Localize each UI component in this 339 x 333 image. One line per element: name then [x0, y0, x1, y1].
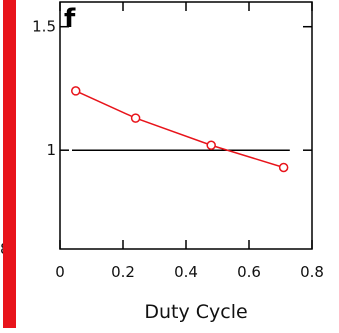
- y-tick-label: 1: [46, 141, 56, 159]
- series-line: [75, 90, 284, 169]
- data-point: [206, 140, 216, 151]
- data-point: [130, 113, 141, 123]
- x-tick-label: 0: [55, 263, 65, 281]
- x-tick-label: 0.4: [174, 263, 198, 281]
- x-tick-label: 0.8: [300, 263, 324, 281]
- x-tick-label: 0.6: [237, 263, 261, 281]
- x-axis-label: Duty Cycle: [144, 301, 247, 323]
- y-tick-label: 1.5: [32, 18, 56, 36]
- red-edge-strip: [3, 0, 16, 328]
- axis-ticks: [59, 2, 313, 249]
- data-point: [278, 162, 289, 173]
- plot-frame: [59, 1, 313, 250]
- panel-label: f: [64, 4, 76, 34]
- tick-labels: 0 0.2 0.4 0.6 0.8 1 1.5: [32, 18, 324, 281]
- data-point: [71, 86, 81, 96]
- x-tick-label: 0.2: [111, 263, 135, 281]
- series-markers: [71, 86, 289, 173]
